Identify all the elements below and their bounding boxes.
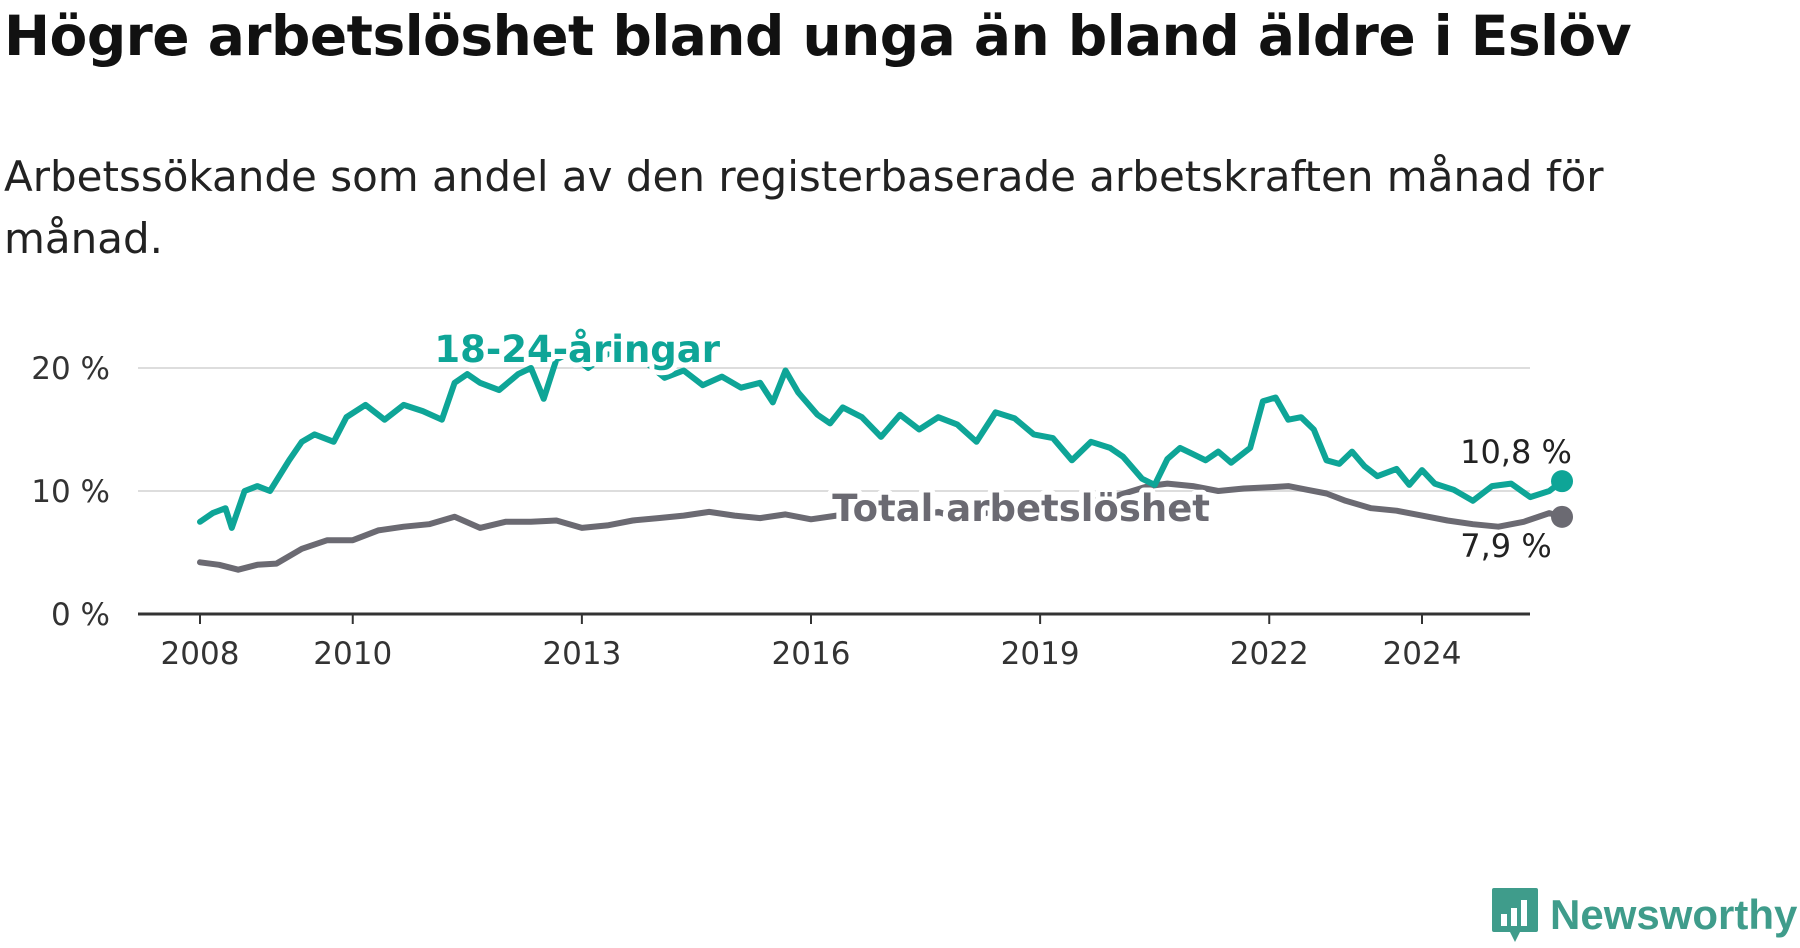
youth-end-marker — [1551, 470, 1574, 493]
chart-title: Högre arbetslöshet bland unga än bland ä… — [4, 4, 1632, 68]
total-series-label: Total arbetslöshet — [832, 487, 1210, 530]
gridlines — [138, 367, 1530, 492]
brand-name: Newsworthy — [1550, 891, 1798, 938]
brand: Newsworthy — [1490, 886, 1797, 944]
x-tick-label: 2019 — [1001, 636, 1080, 672]
x-tick-label: 2013 — [542, 636, 621, 672]
youth-series-line — [197, 340, 1565, 531]
series-labels: 18-24-åringar Total arbetslöshet 10,8 % 7,9… — [429, 323, 1572, 565]
series-lines — [197, 340, 1574, 573]
total-end-marker — [1551, 505, 1574, 528]
x-tick-label: 2024 — [1383, 636, 1462, 672]
x-tick-label: 2016 — [772, 636, 851, 672]
chart-subtitle: Arbetssökande som andel av den registerb… — [4, 152, 1604, 263]
y-tick-label: 20 % — [31, 351, 110, 387]
x-tick-label: 2010 — [313, 636, 392, 672]
y-axis-ticks: 0 % 10 % 20 % — [31, 351, 110, 633]
y-tick-label: 10 % — [31, 474, 110, 510]
y-tick-label: 0 % — [51, 597, 110, 633]
x-axis-ticks: 2008 2010 2013 2016 2019 2022 2024 — [161, 614, 1462, 672]
x-tick-label: 2022 — [1230, 636, 1309, 672]
total-end-label: 7,9 % — [1460, 527, 1551, 565]
youth-series-label: 18-24-åringar — [434, 328, 720, 371]
youth-end-label: 10,8 % — [1460, 433, 1572, 471]
newsworthy-logo-icon — [1492, 888, 1538, 942]
total-series-line — [197, 480, 1565, 573]
x-tick-label: 2008 — [161, 636, 240, 672]
